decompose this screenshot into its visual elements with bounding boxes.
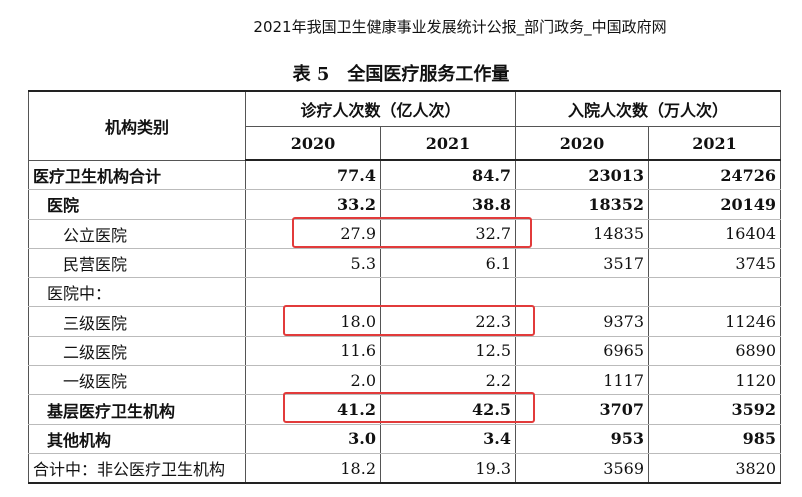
table-row: 一级医院 2.0 2.2 1117 1120	[28, 365, 782, 396]
cell	[515, 277, 650, 308]
cell: 18.0	[245, 306, 381, 337]
cell: 23013	[515, 160, 650, 191]
year-header: 2021	[648, 126, 782, 161]
cell: 3517	[515, 248, 650, 279]
cell: 22.3	[379, 306, 517, 337]
row-label: 医疗卫生机构合计	[28, 160, 246, 191]
row-label: 医院	[28, 189, 246, 220]
highlight-box	[292, 217, 532, 248]
cell: 3.4	[379, 424, 517, 454]
row-label: 基层医疗卫生机构	[28, 394, 246, 425]
table-row: 其他机构 3.0 3.4 953 985	[28, 424, 782, 454]
table-title: 表 5 全国医疗服务工作量	[292, 64, 510, 85]
cell: 3820	[648, 453, 782, 485]
cell: 11.6	[245, 336, 381, 367]
table-row: 二级医院 11.6 12.5 6965 6890	[28, 336, 782, 367]
cell: 77.4	[245, 160, 381, 191]
cell: 12.5	[379, 336, 517, 367]
row-label: 三级医院	[28, 306, 246, 337]
cell: 19.3	[379, 453, 517, 485]
row-label: 公立医院	[28, 219, 246, 249]
cell: 6.1	[379, 248, 517, 279]
table-row: 基层医疗卫生机构 41.2 42.5 3707 3592	[28, 394, 782, 425]
cell: 6890	[648, 336, 782, 367]
cell: 11246	[648, 306, 782, 337]
cell: 6965	[515, 336, 650, 367]
row-label: 合计中：非公医疗卫生机构	[28, 453, 246, 485]
year-header: 2020	[245, 126, 381, 161]
cell: 24726	[648, 160, 782, 191]
row-label: 二级医院	[28, 336, 246, 367]
data-table: 机构类别 诊疗人次数（亿人次） 入院人次数（万人次） 2020 2021 2020 2…	[28, 90, 782, 485]
table-row: 医院中：	[28, 277, 782, 308]
cell: 2.2	[379, 365, 517, 396]
source-line: 2021年我国卫生健康事业发展统计公报_部门政务_中国政府网	[253, 18, 667, 36]
cell: 3745	[648, 248, 782, 279]
table-row: 医疗卫生机构合计 77.4 84.7 23013 24726	[28, 160, 782, 191]
cell: 38.8	[379, 189, 517, 220]
cell: 32.7	[379, 219, 517, 249]
highlight-box	[283, 392, 535, 423]
cell: 33.2	[245, 189, 381, 220]
cell: 41.2	[245, 394, 381, 425]
row-label: 医院中：	[28, 277, 246, 308]
year-header: 2021	[379, 126, 517, 161]
cell: 84.7	[379, 160, 517, 191]
year-header: 2020	[515, 126, 650, 161]
cell: 1120	[648, 365, 782, 396]
cell: 20149	[648, 189, 782, 220]
cell: 18352	[515, 189, 650, 220]
cell: 16404	[648, 219, 782, 249]
cell: 953	[515, 424, 650, 454]
cell: 3592	[648, 394, 782, 425]
cell: 42.5	[379, 394, 517, 425]
cell: 3569	[515, 453, 650, 485]
cell: 3707	[515, 394, 650, 425]
table-row: 三级医院 18.0 22.3 9373 11246	[28, 306, 782, 337]
row-label: 民营医院	[28, 248, 246, 279]
cell: 985	[648, 424, 782, 454]
group-header: 入院人次数（万人次）	[515, 90, 782, 127]
group-header: 诊疗人次数（亿人次）	[244, 90, 517, 127]
cell	[379, 277, 517, 308]
cell: 9373	[515, 306, 650, 337]
table-row: 民营医院 5.3 6.1 3517 3745	[28, 248, 782, 279]
highlight-box	[283, 305, 535, 336]
cell	[245, 277, 381, 308]
cell: 3.0	[245, 424, 381, 454]
table-row: 合计中：非公医疗卫生机构 18.2 19.3 3569 3820	[28, 453, 782, 485]
cell: 2.0	[245, 365, 381, 396]
cell: 14835	[515, 219, 650, 249]
table-row: 公立医院 27.9 32.7 14835 16404	[28, 219, 782, 249]
row-label: 其他机构	[28, 424, 246, 454]
cell	[648, 277, 782, 308]
cell: 18.2	[245, 453, 381, 485]
cell: 5.3	[245, 248, 381, 279]
corner-header: 机构类别	[28, 90, 246, 161]
row-label: 一级医院	[28, 365, 246, 396]
cell: 1117	[515, 365, 650, 396]
table-row: 医院 33.2 38.8 18352 20149	[28, 189, 782, 220]
